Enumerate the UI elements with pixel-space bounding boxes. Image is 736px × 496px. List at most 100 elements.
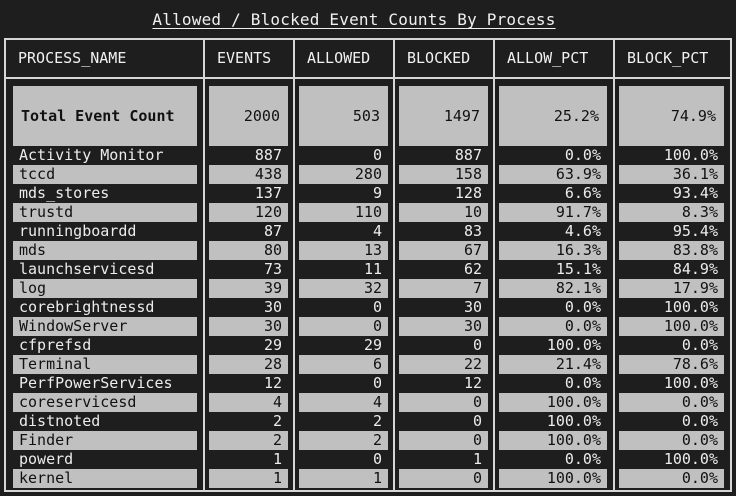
block-pct-cell: 100.0% xyxy=(663,146,718,164)
blocked-cell: 30 xyxy=(399,317,488,336)
table-row: Activity Monitor 887 0 887 0.0% 100.0% xyxy=(6,146,730,165)
events-cell: 87 xyxy=(263,222,282,240)
allowed-cell: 110 xyxy=(299,203,388,222)
blocked-cell: 0 xyxy=(399,393,488,412)
allowed-cell: 0 xyxy=(372,298,382,316)
process-name-cell: launchservicesd xyxy=(19,260,155,278)
column-divider xyxy=(203,40,205,490)
allowed-cell: 4 xyxy=(299,393,388,412)
table-row: log 39 32 7 82.1% 17.9% xyxy=(6,279,730,298)
process-name-cell: runningboardd xyxy=(19,222,137,240)
block-pct-cell: 83.8% xyxy=(619,241,724,260)
table-row: coreservicesd 4 4 0 100.0% 0.0% xyxy=(6,393,730,412)
block-pct-cell: 36.1% xyxy=(619,165,724,184)
process-name-cell: PerfPowerServices xyxy=(19,374,173,392)
table-row: mds_stores 137 9 128 6.6% 93.4% xyxy=(6,184,730,203)
events-cell: 73 xyxy=(263,260,282,278)
events-cell: 1 xyxy=(272,450,282,468)
allowed-cell: 6 xyxy=(299,355,388,374)
blocked-cell: 30 xyxy=(463,298,482,316)
events-cell: 137 xyxy=(254,184,282,202)
process-name-cell: corebrightnessd xyxy=(19,298,155,316)
table-row: runningboardd 87 4 83 4.6% 95.4% xyxy=(6,222,730,241)
events-cell: 30 xyxy=(209,317,288,336)
blocked-cell: 67 xyxy=(399,241,488,260)
event-counts-table: PROCESS_NAME EVENTS ALLOWED BLOCKED ALLO… xyxy=(4,38,732,492)
column-divider xyxy=(613,40,615,490)
allow-pct-cell: 21.4% xyxy=(499,355,607,374)
column-header-process-name: PROCESS_NAME xyxy=(18,49,127,67)
blocked-cell: 12 xyxy=(463,374,482,392)
process-name-cell: tccd xyxy=(13,165,197,184)
process-name-cell: cfprefsd xyxy=(19,336,92,354)
blocked-cell: 22 xyxy=(399,355,488,374)
blocked-cell: 10 xyxy=(399,203,488,222)
blocked-cell: 0 xyxy=(399,469,488,488)
table-row: PerfPowerServices 12 0 12 0.0% 100.0% xyxy=(6,374,730,393)
blocked-cell: 0 xyxy=(399,431,488,450)
allow-pct-cell: 0.0% xyxy=(564,450,601,468)
allow-pct-cell: 6.6% xyxy=(564,184,601,202)
allow-pct-cell: 0.0% xyxy=(564,298,601,316)
block-pct-cell: 17.9% xyxy=(619,279,724,298)
column-header-allowed: ALLOWED xyxy=(307,49,371,67)
report-title: Allowed / Blocked Event Counts By Proces… xyxy=(152,10,556,29)
block-pct-cell: 100.0% xyxy=(619,317,724,336)
total-label: Total Event Count xyxy=(13,86,197,146)
allow-pct-cell: 100.0% xyxy=(499,393,607,412)
table-row: distnoted 2 2 0 100.0% 0.0% xyxy=(6,412,730,431)
column-divider xyxy=(293,40,295,490)
block-pct-cell: 0.0% xyxy=(619,431,724,450)
block-pct-cell: 0.0% xyxy=(681,336,718,354)
table-row: trustd 120 110 10 91.7% 8.3% xyxy=(6,203,730,222)
allow-pct-cell: 100.0% xyxy=(499,431,607,450)
total-events: 2000 xyxy=(209,86,288,146)
block-pct-cell: 93.4% xyxy=(672,184,718,202)
events-cell: 2 xyxy=(209,431,288,450)
block-pct-cell: 100.0% xyxy=(663,450,718,468)
events-cell: 12 xyxy=(263,374,282,392)
blocked-cell: 7 xyxy=(399,279,488,298)
block-pct-cell: 84.9% xyxy=(672,260,718,278)
allow-pct-cell: 0.0% xyxy=(564,146,601,164)
events-cell: 28 xyxy=(209,355,288,374)
blocked-cell: 0 xyxy=(472,336,482,354)
process-name-cell: trustd xyxy=(13,203,197,222)
blocked-cell: 158 xyxy=(399,165,488,184)
events-cell: 80 xyxy=(209,241,288,260)
events-cell: 4 xyxy=(209,393,288,412)
process-name-cell: distnoted xyxy=(19,412,101,430)
table-row: kernel 1 1 0 100.0% 0.0% xyxy=(6,469,730,488)
column-header-blocked: BLOCKED xyxy=(407,49,471,67)
process-name-cell: WindowServer xyxy=(13,317,197,336)
process-name-cell: coreservicesd xyxy=(13,393,197,412)
process-name-cell: kernel xyxy=(13,469,197,488)
blocked-cell: 0 xyxy=(472,412,482,430)
allowed-cell: 1 xyxy=(299,469,388,488)
allow-pct-cell: 4.6% xyxy=(564,222,601,240)
allowed-cell: 280 xyxy=(299,165,388,184)
process-name-cell: Activity Monitor xyxy=(19,146,164,164)
total-allowed: 503 xyxy=(299,86,388,146)
allow-pct-cell: 100.0% xyxy=(546,336,601,354)
events-cell: 2 xyxy=(272,412,282,430)
events-cell: 1 xyxy=(209,469,288,488)
allow-pct-cell: 63.9% xyxy=(499,165,607,184)
total-block-pct: 74.9% xyxy=(619,86,724,146)
process-name-cell: Finder xyxy=(13,431,197,450)
table-row: mds 80 13 67 16.3% 83.8% xyxy=(6,241,730,260)
events-cell: 29 xyxy=(263,336,282,354)
blocked-cell: 128 xyxy=(454,184,482,202)
column-header-allow-pct: ALLOW_PCT xyxy=(507,49,589,67)
column-header-events: EVENTS xyxy=(217,49,272,67)
events-cell: 30 xyxy=(263,298,282,316)
block-pct-cell: 0.0% xyxy=(619,469,724,488)
allow-pct-cell: 91.7% xyxy=(499,203,607,222)
column-header-block-pct: BLOCK_PCT xyxy=(627,49,709,67)
allow-pct-cell: 82.1% xyxy=(499,279,607,298)
table-row: Finder 2 2 0 100.0% 0.0% xyxy=(6,431,730,450)
process-name-cell: mds_stores xyxy=(19,184,110,202)
block-pct-cell: 100.0% xyxy=(663,374,718,392)
table-row: corebrightnessd 30 0 30 0.0% 100.0% xyxy=(6,298,730,317)
total-allow-pct: 25.2% xyxy=(499,86,607,146)
